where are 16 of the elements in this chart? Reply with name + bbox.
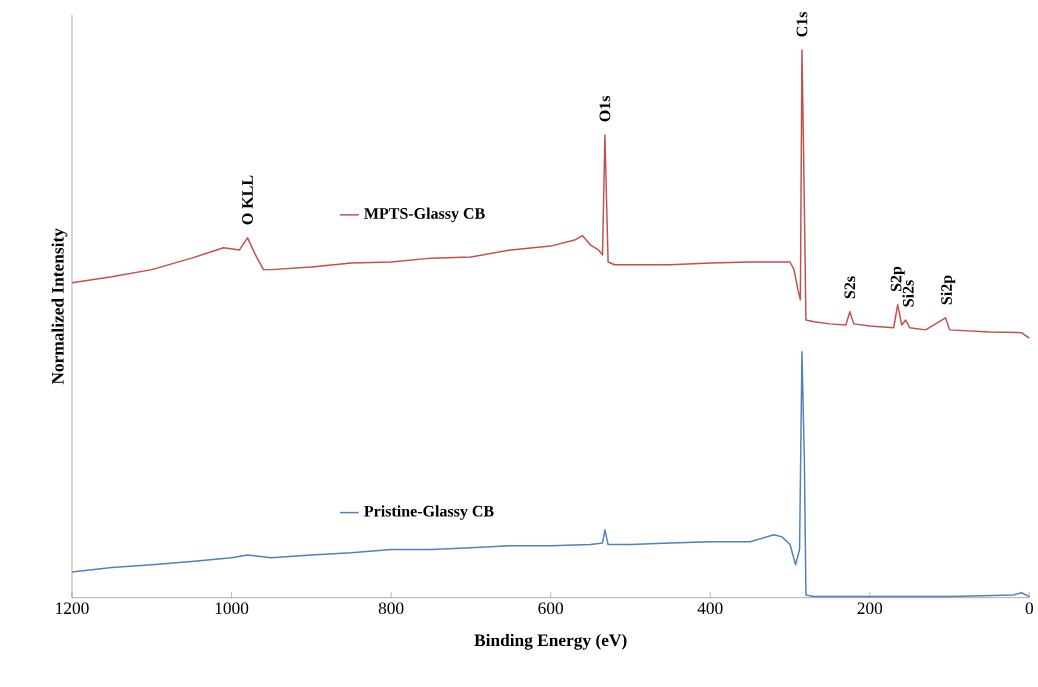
annotation: C1s <box>796 11 808 37</box>
x-tick-label: 400 <box>697 602 723 615</box>
annotation: O1s <box>599 95 611 122</box>
y-axis-title: Normalized Intensity <box>51 228 68 385</box>
annotation: S2s <box>844 276 856 299</box>
x-axis-title: Binding Energy (eV) <box>474 633 627 650</box>
legend-label: Pristine-Glassy CB <box>364 505 494 520</box>
annotation: Si2p <box>940 275 956 305</box>
legend-label: MPTS-Glassy CB <box>364 207 485 223</box>
x-tick-label: 200 <box>857 602 883 615</box>
x-tick-label: 1000 <box>215 602 249 615</box>
annotation: O KLL <box>242 175 253 225</box>
x-tick-label: 800 <box>378 602 404 615</box>
x-tick-label: 1200 <box>56 602 89 615</box>
x-tick-label: 600 <box>538 602 563 615</box>
x-tick-label: 0 <box>1025 602 1033 615</box>
